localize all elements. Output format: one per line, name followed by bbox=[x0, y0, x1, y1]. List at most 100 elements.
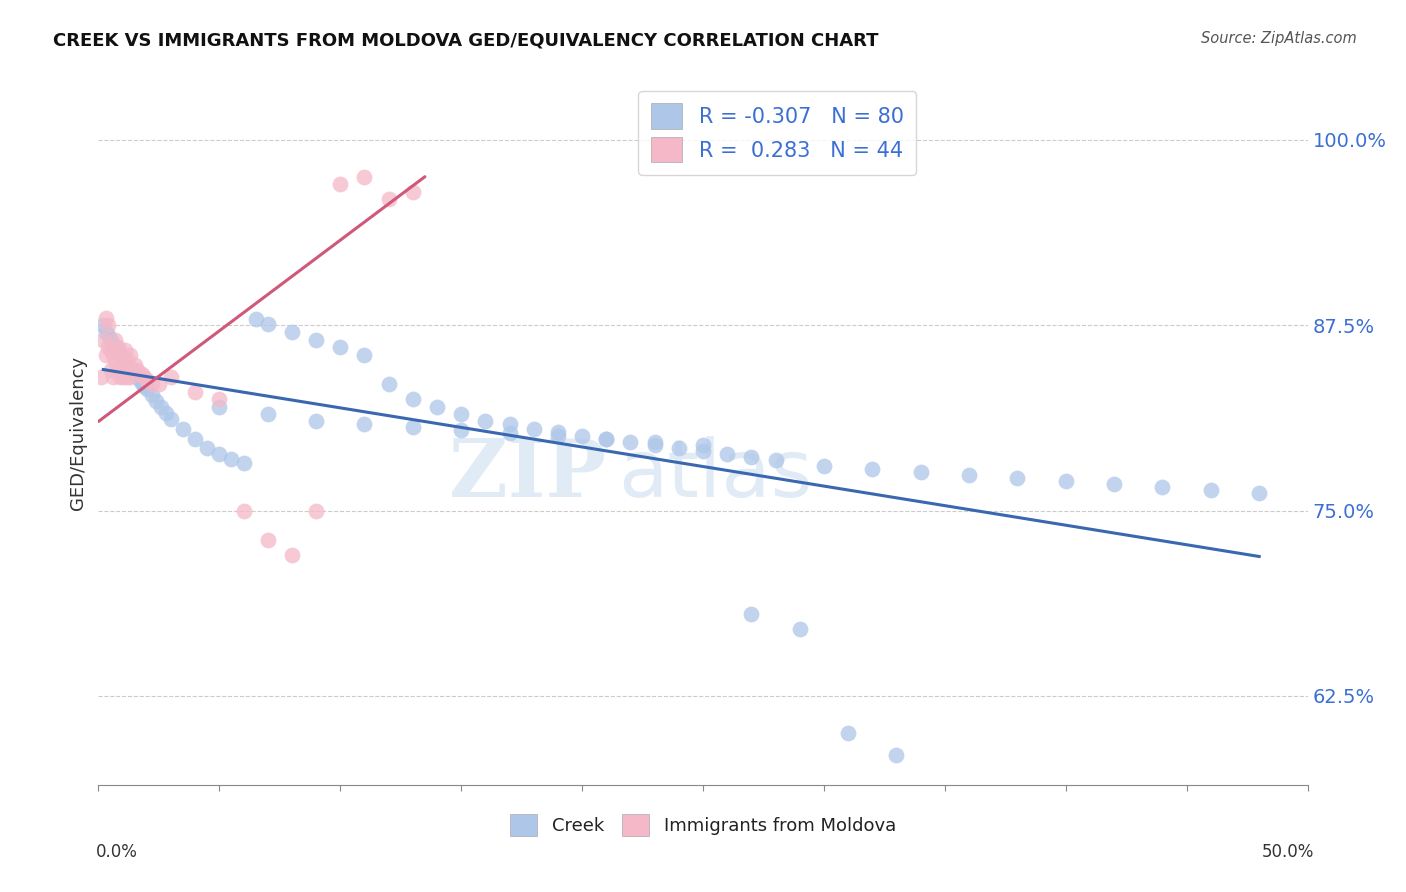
Point bbox=[148, 377, 170, 392]
Point bbox=[692, 438, 714, 452]
Point bbox=[837, 726, 859, 740]
Point bbox=[118, 348, 141, 362]
Point bbox=[134, 370, 156, 384]
Point bbox=[97, 328, 120, 343]
Point bbox=[353, 169, 375, 184]
Point bbox=[141, 388, 163, 402]
Point bbox=[184, 384, 207, 399]
Point bbox=[644, 438, 666, 452]
Point bbox=[377, 192, 399, 206]
Point bbox=[108, 370, 131, 384]
Point bbox=[1199, 483, 1222, 497]
Point bbox=[101, 348, 124, 362]
Point bbox=[97, 340, 120, 354]
Point bbox=[571, 429, 593, 443]
Point bbox=[155, 406, 177, 420]
Point bbox=[377, 377, 399, 392]
Point bbox=[117, 370, 139, 384]
Text: atlas: atlas bbox=[619, 436, 813, 514]
Point bbox=[450, 407, 472, 421]
Point bbox=[644, 435, 666, 450]
Text: 50.0%: 50.0% bbox=[1263, 843, 1315, 861]
Point bbox=[813, 458, 835, 473]
Point bbox=[256, 533, 278, 548]
Point bbox=[353, 417, 375, 432]
Point bbox=[101, 370, 124, 384]
Point bbox=[128, 373, 150, 387]
Point bbox=[886, 748, 908, 763]
Point bbox=[114, 343, 136, 358]
Point bbox=[94, 326, 117, 340]
Point bbox=[111, 352, 134, 367]
Point bbox=[208, 392, 231, 407]
Point bbox=[668, 441, 690, 455]
Point bbox=[595, 432, 617, 446]
Point bbox=[127, 370, 149, 384]
Point bbox=[232, 456, 254, 470]
Point bbox=[172, 422, 194, 436]
Point bbox=[195, 441, 218, 455]
Point bbox=[100, 343, 122, 358]
Point bbox=[121, 362, 143, 376]
Point bbox=[127, 362, 149, 376]
Point bbox=[124, 367, 146, 381]
Point bbox=[426, 400, 449, 414]
Point bbox=[692, 444, 714, 458]
Point bbox=[145, 393, 167, 408]
Point bbox=[910, 465, 932, 479]
Point bbox=[135, 382, 157, 396]
Point bbox=[100, 333, 122, 347]
Point bbox=[104, 355, 127, 369]
Point bbox=[232, 503, 254, 517]
Text: Source: ZipAtlas.com: Source: ZipAtlas.com bbox=[1201, 31, 1357, 46]
Point bbox=[353, 348, 375, 362]
Point bbox=[108, 348, 131, 362]
Point bbox=[221, 451, 243, 466]
Point bbox=[114, 355, 136, 369]
Text: ZIP: ZIP bbox=[450, 436, 606, 514]
Point bbox=[765, 453, 787, 467]
Text: CREEK VS IMMIGRANTS FROM MOLDOVA GED/EQUIVALENCY CORRELATION CHART: CREEK VS IMMIGRANTS FROM MOLDOVA GED/EQU… bbox=[53, 31, 879, 49]
Point bbox=[305, 415, 328, 429]
Point bbox=[281, 548, 304, 562]
Point bbox=[245, 312, 267, 326]
Point bbox=[100, 362, 122, 376]
Point bbox=[101, 337, 124, 351]
Point bbox=[108, 348, 131, 362]
Point bbox=[118, 370, 141, 384]
Point bbox=[1152, 480, 1174, 494]
Point bbox=[523, 422, 546, 436]
Point bbox=[498, 426, 520, 441]
Point bbox=[104, 333, 127, 347]
Point bbox=[111, 370, 134, 384]
Point bbox=[329, 340, 352, 354]
Point bbox=[104, 340, 127, 354]
Point bbox=[1007, 471, 1029, 485]
Point bbox=[90, 370, 112, 384]
Point bbox=[498, 417, 520, 432]
Point bbox=[860, 462, 883, 476]
Point bbox=[957, 467, 980, 482]
Point bbox=[107, 362, 129, 376]
Legend: Creek, Immigrants from Moldova: Creek, Immigrants from Moldova bbox=[503, 806, 903, 843]
Point bbox=[134, 379, 156, 393]
Point bbox=[94, 348, 117, 362]
Point bbox=[124, 358, 146, 372]
Point bbox=[111, 352, 134, 367]
Point bbox=[450, 424, 472, 438]
Point bbox=[160, 411, 183, 425]
Point bbox=[595, 432, 617, 446]
Point bbox=[107, 343, 129, 358]
Point bbox=[281, 326, 304, 340]
Point bbox=[740, 450, 762, 464]
Point bbox=[402, 420, 425, 434]
Point bbox=[474, 415, 496, 429]
Point bbox=[329, 177, 352, 191]
Point bbox=[131, 367, 153, 381]
Point bbox=[118, 361, 141, 376]
Point bbox=[402, 185, 425, 199]
Point bbox=[128, 367, 150, 381]
Point bbox=[208, 447, 231, 461]
Point bbox=[305, 333, 328, 347]
Point bbox=[131, 376, 153, 390]
